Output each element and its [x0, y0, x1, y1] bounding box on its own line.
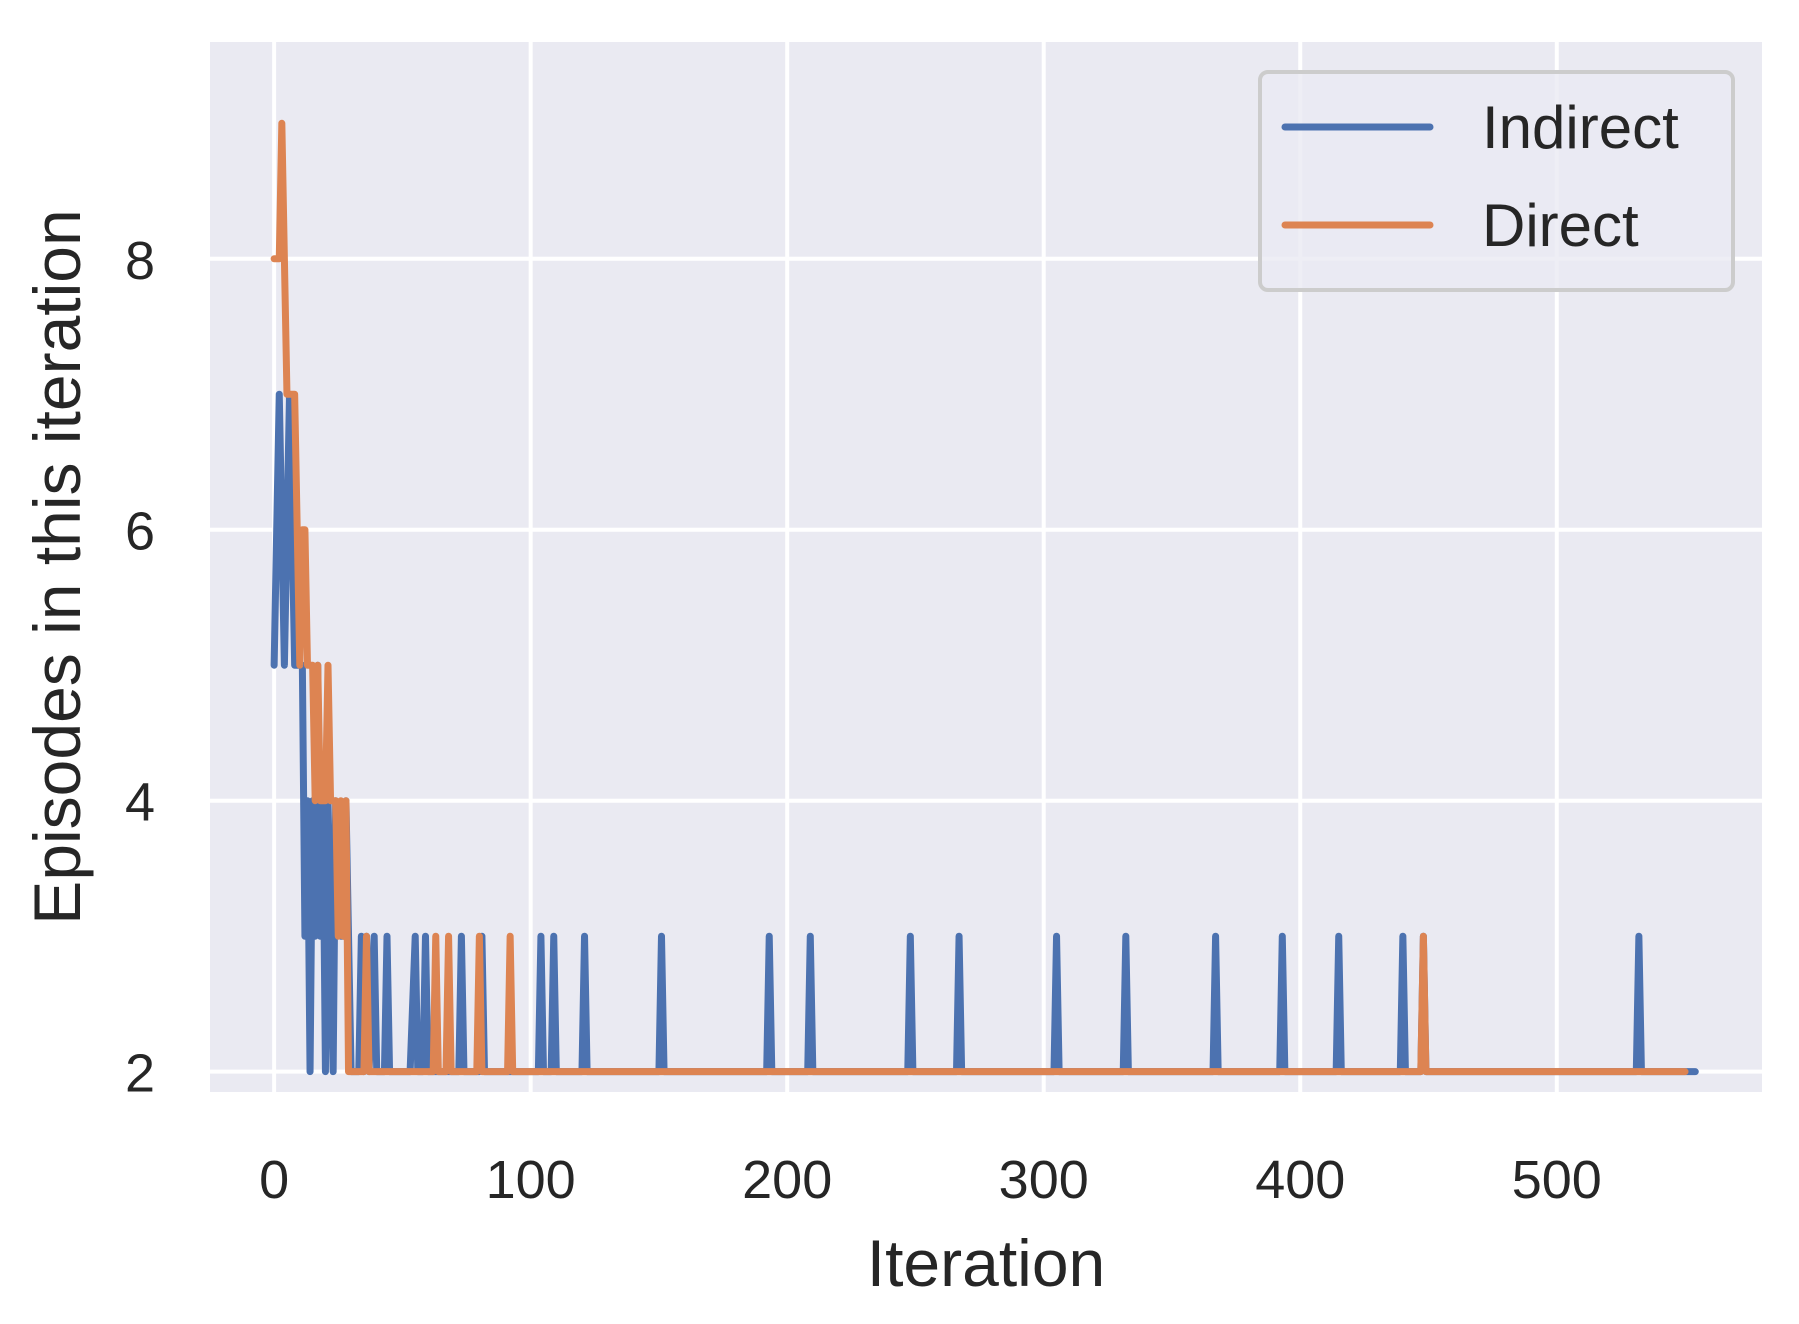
series-lines — [270, 119, 1699, 1076]
x-tick-label: 400 — [1255, 1150, 1345, 1210]
x-tick-labels: 0 100 200 300 400 500 — [259, 1150, 1602, 1210]
x-tick-label: 0 — [259, 1150, 289, 1210]
y-tick-label: 6 — [125, 502, 155, 562]
x-tick-label: 500 — [1512, 1150, 1602, 1210]
series-line-direct — [270, 119, 1689, 1076]
legend: Indirect Direct — [1258, 70, 1735, 292]
legend-label-direct: Direct — [1482, 192, 1639, 259]
y-tick-label: 2 — [125, 1044, 155, 1104]
x-tick-label: 300 — [999, 1150, 1089, 1210]
y-axis-title: Episodes in this iteration — [20, 209, 94, 924]
x-tick-label: 200 — [742, 1150, 832, 1210]
legend-label-indirect: Indirect — [1482, 94, 1679, 161]
x-tick-label: 100 — [486, 1150, 576, 1210]
y-tick-label: 4 — [125, 773, 155, 833]
y-tick-labels: 2 4 6 8 — [125, 231, 155, 1104]
x-axis-title: Iteration — [867, 1226, 1105, 1300]
y-tick-label: 8 — [125, 231, 155, 291]
